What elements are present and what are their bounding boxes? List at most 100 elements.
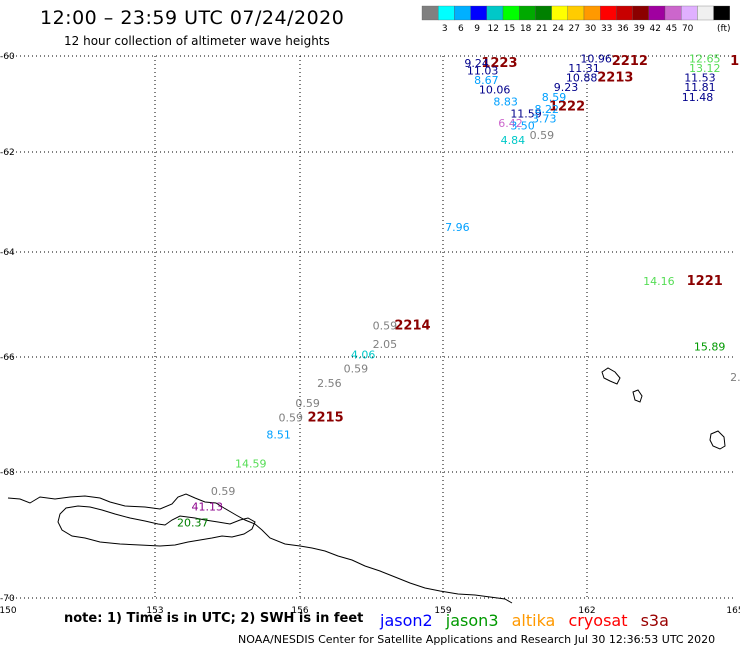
pass-time-label: 2214 — [394, 319, 430, 334]
colorbar-swatch — [681, 5, 698, 21]
swh-reading: 20.37 — [177, 516, 209, 529]
colorbar-tick-label: 12 — [488, 24, 499, 34]
swh-reading: 8.22 — [534, 103, 559, 116]
swh-reading: 8.67 — [474, 74, 499, 87]
colorbar-labels: 3 6 9 12 15 18 21 24 27 30 33 36 39 42 45 70 (ft) — [442, 24, 731, 34]
colorbar-tick-label: 21 — [536, 24, 547, 34]
colorbar-tick-label: 15 — [504, 24, 515, 34]
swh-reading: 15.89 — [694, 341, 726, 354]
colorbar-tick-label: 42 — [650, 24, 661, 34]
lon-tick-label: 156 — [291, 606, 308, 616]
colorbar-tick-label: 70 — [682, 24, 694, 34]
lon-tick-label: 150 — [0, 606, 17, 616]
swh-reading: 4.84 — [501, 134, 526, 147]
colorbar-swatch — [713, 5, 730, 21]
pass-time-label: 2212 — [612, 54, 648, 69]
swh-reading: 12.65 — [689, 52, 721, 65]
colorbar-swatch — [519, 5, 536, 21]
swh-reading: 0.59 — [344, 363, 369, 376]
colorbar-tick-label: 9 — [474, 24, 480, 34]
lat-tick-label: -64 — [0, 248, 15, 258]
island-balleny-1 — [601, 367, 621, 385]
longitude-labels: 150 153 156 159 162 165 — [0, 606, 740, 616]
pass-time-label: 1223 — [481, 56, 517, 71]
swh-reading: 11.03 — [467, 64, 499, 77]
lon-tick-label: 159 — [434, 606, 451, 616]
lat-tick-label: -68 — [0, 468, 15, 478]
colorbar-swatch — [583, 5, 601, 21]
colorbar-swatch — [632, 5, 649, 21]
colorbar-tick-label: 33 — [601, 24, 612, 34]
colorbar-swatch — [664, 5, 682, 21]
colorbar-swatch — [551, 5, 568, 21]
page-subtitle: 12 hour collection of altimeter wave hei… — [64, 34, 330, 48]
swh-reading: 9.24 — [464, 57, 489, 70]
colorbar-swatch — [486, 5, 504, 21]
swh-reading: 0.59 — [211, 485, 236, 498]
swh-reading: 14.59 — [235, 457, 267, 470]
colorbar-swatch — [535, 5, 552, 21]
lon-tick-label: 153 — [146, 606, 163, 616]
swh-reading: 8.83 — [493, 96, 518, 109]
colorbar-swatch — [697, 5, 714, 21]
colorbar-tick-label: 6 — [458, 24, 464, 34]
swh-reading: 2. — [730, 371, 740, 384]
legend-jason3: jason3 — [445, 611, 499, 630]
swh-reading: 0.59 — [530, 129, 555, 142]
lat-tick-label: -60 — [0, 52, 15, 62]
island-balleny-3 — [709, 430, 726, 450]
colorbar — [421, 5, 730, 21]
pass-time-label: 1221 — [687, 274, 723, 289]
colorbar-tick-label: 36 — [617, 24, 629, 34]
colorbar-swatch — [470, 5, 487, 21]
legend-note: note: 1) Time is in UTC; 2) SWH is in fe… — [64, 611, 364, 626]
swh-reading: 41.13 — [192, 501, 224, 514]
swh-reading: 2.05 — [373, 338, 398, 351]
colorbar-tick-label: 27 — [569, 24, 580, 34]
lat-tick-label: -66 — [0, 353, 15, 363]
colorbar-unit: (ft) — [717, 24, 731, 34]
colorbar-swatch — [600, 5, 617, 21]
swh-reading: 0.59 — [278, 411, 303, 424]
coastline-peninsula — [57, 505, 256, 547]
swh-reading: 11.31 — [568, 62, 600, 75]
satellite-legend: jason2 jason3 altika cryosat s3a — [380, 611, 677, 630]
swh-reading: 4.06 — [351, 348, 376, 361]
lon-tick-label: 165 — [726, 606, 740, 616]
colorbar-swatch — [502, 5, 520, 21]
swh-reading: 13.12 — [689, 62, 721, 75]
legend-jason2: jason2 — [380, 611, 433, 630]
swh-reading: 10.96 — [580, 52, 612, 65]
colorbar-tick-label: 45 — [666, 24, 677, 34]
coastline-antarctica — [7, 493, 513, 604]
swh-reading: 3.50 — [510, 120, 535, 133]
colorbar-tick-label: 24 — [552, 24, 564, 34]
island-balleny-2 — [632, 389, 643, 403]
pass-time-label: 2215 — [307, 410, 343, 425]
page-title: 12:00 – 23:59 UTC 07/24/2020 — [40, 7, 345, 29]
legend-altika: altika — [511, 611, 556, 630]
colorbar-tick-label: 18 — [520, 24, 532, 34]
swh-reading: 7.96 — [445, 221, 470, 234]
swh-reading: 6.42 — [498, 117, 523, 130]
colorbar-swatch — [454, 5, 471, 21]
swh-reading: 11.48 — [682, 91, 714, 104]
lat-tick-label: -70 — [0, 594, 15, 604]
swh-reading: 11.59 — [510, 108, 542, 121]
lat-tick-label: -62 — [0, 148, 15, 158]
swh-reading: 3.73 — [532, 112, 557, 125]
swh-reading: 11.81 — [684, 81, 716, 94]
pass-time-label: 2213 — [597, 71, 633, 86]
swh-reading: 8.51 — [266, 429, 291, 442]
legend-cryosat: cryosat — [568, 611, 628, 630]
latitude-labels: -60 -62 -64 -66 -68 -70 — [0, 52, 15, 604]
colorbar-tick-label: 39 — [633, 24, 645, 34]
swh-reading: 2.56 — [317, 377, 342, 390]
legend-s3a: s3a — [640, 611, 669, 630]
lon-tick-label: 162 — [578, 606, 595, 616]
colorbar-swatch — [421, 5, 439, 21]
swh-reading: 0.59 — [373, 320, 398, 333]
swh-reading: 8.59 — [542, 91, 567, 104]
colorbar-tick-label: 30 — [585, 24, 597, 34]
